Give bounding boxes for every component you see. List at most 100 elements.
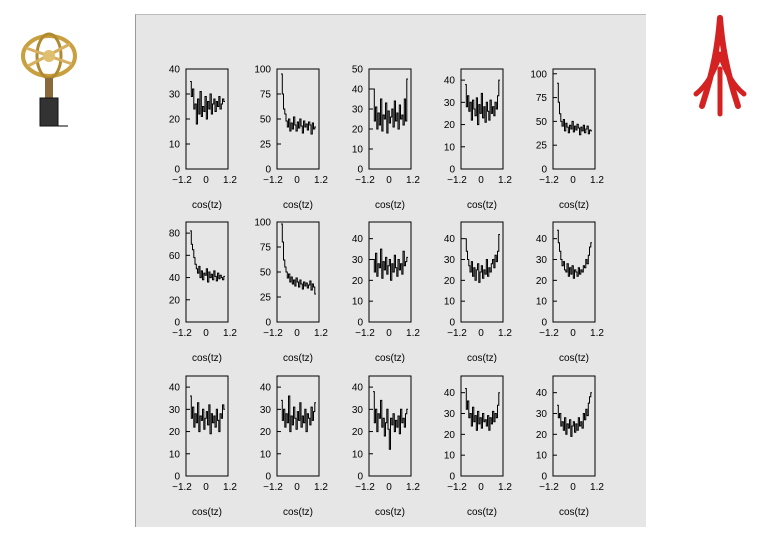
y-tick-label: 0 [265, 165, 271, 176]
y-tick-label: 10 [444, 297, 456, 308]
x-tick-label: 1.2 [223, 328, 237, 339]
y-tick-label: 10 [260, 449, 272, 460]
x-axis-label: cos(tz) [192, 353, 222, 364]
x-tick-label: 0 [294, 482, 300, 493]
x-tick-label: 1.2 [498, 328, 512, 339]
y-tick-label: 20 [352, 125, 364, 136]
y-tick-label: 80 [169, 229, 181, 240]
x-tick-label: −1.2 [355, 175, 375, 186]
x-tick-label: 0 [478, 482, 484, 493]
y-tick-label: 50 [536, 117, 548, 128]
y-tick-label: 0 [449, 318, 455, 329]
y-tick-label: 0 [541, 318, 547, 329]
y-tick-label: 40 [536, 388, 548, 399]
x-tick-label: −1.2 [263, 482, 283, 493]
y-tick-label: 10 [352, 449, 364, 460]
histogram-canvas: 0 10 20 30 40 −1.2 0 1.2 cos(tz) 0 25 50 75 100 −1.2 0 1… [135, 14, 646, 527]
y-tick-label: 25 [260, 293, 272, 304]
x-axis-label: cos(tz) [192, 507, 222, 518]
lab-logo-icon [693, 15, 747, 117]
y-tick-label: 100 [530, 69, 547, 80]
x-tick-label: −1.2 [539, 328, 559, 339]
x-tick-label: −1.2 [172, 328, 192, 339]
y-tick-label: 0 [449, 472, 455, 483]
plot-frame [368, 221, 412, 323]
y-tick-label: 0 [174, 472, 180, 483]
x-axis-label: cos(tz) [467, 200, 497, 211]
y-tick-label: 10 [169, 449, 181, 460]
y-tick-label: 20 [536, 276, 548, 287]
plot-frame [460, 221, 504, 323]
y-tick-label: 40 [169, 273, 181, 284]
y-tick-label: 40 [352, 383, 364, 394]
y-tick-label: 30 [536, 409, 548, 420]
y-tick-label: 20 [536, 430, 548, 441]
histogram-series [281, 73, 316, 135]
x-tick-label: 0 [570, 482, 576, 493]
y-tick-label: 30 [169, 405, 181, 416]
x-axis-label: cos(tz) [559, 200, 589, 211]
x-tick-label: −1.2 [172, 175, 192, 186]
y-tick-label: 40 [260, 383, 272, 394]
plot-frame [460, 375, 504, 477]
y-tick-label: 100 [254, 65, 271, 76]
x-tick-label: −1.2 [355, 328, 375, 339]
x-axis-label: cos(tz) [375, 353, 405, 364]
y-tick-label: 100 [254, 218, 271, 229]
y-tick-label: 50 [260, 268, 272, 279]
x-tick-label: −1.2 [355, 482, 375, 493]
x-tick-label: 1.2 [314, 175, 328, 186]
y-tick-label: 40 [169, 65, 181, 76]
y-tick-label: 20 [169, 115, 181, 126]
plot-frame [276, 221, 320, 323]
y-tick-label: 10 [169, 140, 181, 151]
y-tick-label: 20 [444, 430, 456, 441]
y-tick-label: 40 [169, 383, 181, 394]
y-tick-label: 0 [449, 165, 455, 176]
x-tick-label: 0 [203, 482, 209, 493]
plot-frame [185, 375, 229, 477]
y-tick-label: 40 [352, 85, 364, 96]
histogram-series [281, 223, 316, 295]
x-axis-label: cos(tz) [375, 507, 405, 518]
x-tick-label: 1.2 [406, 175, 420, 186]
plot-frame [276, 68, 320, 170]
x-tick-label: 1.2 [590, 175, 604, 186]
histogram-series [557, 392, 592, 437]
y-tick-label: 10 [352, 145, 364, 156]
y-tick-label: 40 [444, 388, 456, 399]
x-axis-label: cos(tz) [467, 507, 497, 518]
x-tick-label: 1.2 [498, 175, 512, 186]
y-tick-label: 40 [444, 76, 456, 87]
x-axis-label: cos(tz) [283, 353, 313, 364]
y-tick-label: 20 [352, 276, 364, 287]
y-tick-label: 10 [444, 451, 456, 462]
y-tick-label: 30 [260, 405, 272, 416]
x-tick-label: 0 [478, 328, 484, 339]
x-tick-label: 0 [570, 175, 576, 186]
y-tick-label: 25 [260, 140, 272, 151]
y-tick-label: 30 [444, 409, 456, 420]
y-tick-label: 30 [444, 255, 456, 266]
y-tick-label: 0 [265, 472, 271, 483]
experiment-logo-icon [21, 32, 77, 127]
y-tick-label: 0 [265, 318, 271, 329]
histogram-series [373, 248, 408, 281]
y-tick-label: 75 [260, 243, 272, 254]
y-tick-label: 30 [352, 105, 364, 116]
x-tick-label: −1.2 [263, 328, 283, 339]
histogram-series [190, 230, 225, 283]
